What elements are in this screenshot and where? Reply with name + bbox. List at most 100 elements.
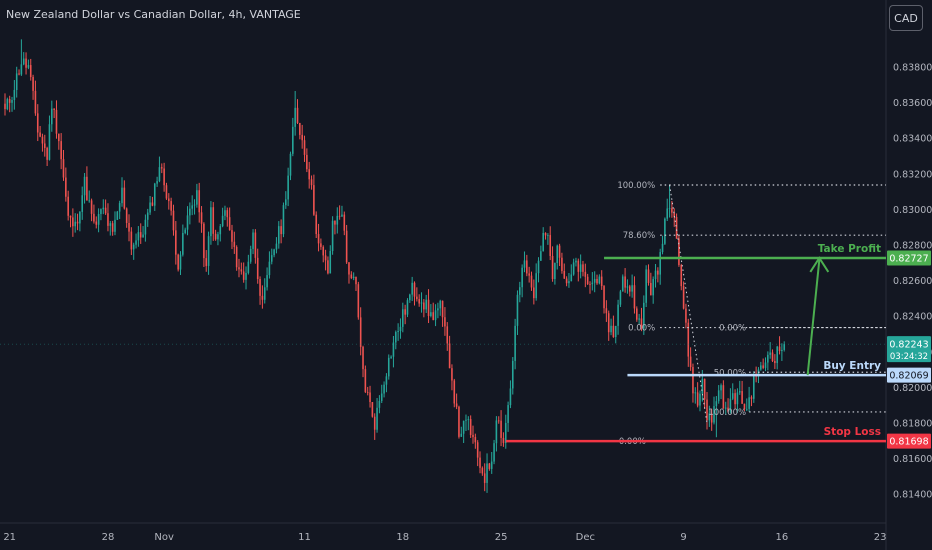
currency-button[interactable]: CAD bbox=[889, 5, 923, 31]
candle-body bbox=[177, 254, 179, 270]
candle-body bbox=[729, 398, 732, 412]
candle-body bbox=[43, 143, 46, 148]
candle-body bbox=[184, 229, 186, 233]
candle-body bbox=[413, 282, 416, 297]
stop-loss-price-value: 0.81698 bbox=[889, 437, 928, 448]
candle-body bbox=[254, 232, 257, 258]
candle-body bbox=[455, 403, 458, 407]
candle-body bbox=[767, 354, 769, 363]
take-profit-price-tag bbox=[887, 250, 931, 266]
candle-body bbox=[322, 246, 325, 256]
candle-body bbox=[720, 385, 722, 391]
candle-body bbox=[451, 368, 453, 381]
candle-body bbox=[74, 221, 76, 227]
candle-body bbox=[275, 243, 278, 250]
candle-body bbox=[280, 226, 282, 235]
candle-body bbox=[256, 257, 259, 280]
candle-body bbox=[158, 167, 161, 182]
candle-body bbox=[285, 199, 287, 206]
candle-body bbox=[523, 260, 526, 268]
candle-body bbox=[783, 344, 786, 350]
candle-body bbox=[570, 274, 573, 282]
candle-body bbox=[172, 210, 175, 231]
candle-body bbox=[364, 369, 367, 392]
candle-body bbox=[366, 391, 369, 393]
candle-body bbox=[483, 473, 486, 483]
candle-body bbox=[371, 402, 374, 417]
candle-body bbox=[53, 108, 55, 110]
x-tick-label: Nov bbox=[154, 532, 174, 543]
candle-body bbox=[125, 208, 128, 223]
candle-body bbox=[657, 270, 659, 275]
candle-body bbox=[418, 299, 420, 304]
candle-body bbox=[277, 226, 280, 244]
candle-body bbox=[137, 232, 140, 241]
candle-body bbox=[348, 262, 350, 275]
candle-body bbox=[643, 302, 645, 329]
candle-body bbox=[88, 200, 91, 202]
candle-body bbox=[320, 243, 322, 247]
candle-body bbox=[554, 263, 556, 280]
candle-body bbox=[369, 392, 371, 403]
candle-body bbox=[416, 296, 418, 300]
candle-body bbox=[460, 433, 463, 437]
candle-body bbox=[724, 407, 727, 409]
candle-body bbox=[41, 136, 44, 144]
candle-body bbox=[689, 356, 692, 368]
candle-body bbox=[338, 215, 341, 217]
candle-body bbox=[226, 210, 229, 218]
y-tick-label: 0.83200 bbox=[893, 169, 932, 180]
candle-body bbox=[139, 232, 142, 238]
candle-body bbox=[18, 73, 20, 75]
candle-body bbox=[163, 168, 165, 186]
stop-loss-label: Stop Loss bbox=[824, 426, 881, 438]
candle-body bbox=[104, 207, 107, 214]
candle-body bbox=[238, 267, 240, 270]
candle-body bbox=[146, 212, 149, 220]
candle-body bbox=[444, 317, 446, 327]
candle-body bbox=[132, 244, 135, 250]
chart-title: New Zealand Dollar vs Canadian Dollar, 4… bbox=[6, 8, 301, 21]
candle-body bbox=[650, 282, 652, 296]
candle-body bbox=[200, 212, 203, 224]
candle-body bbox=[109, 223, 112, 226]
take-profit-price-value: 0.82727 bbox=[889, 253, 928, 264]
candle-body bbox=[394, 331, 397, 343]
candle-body bbox=[528, 273, 530, 276]
candle-body bbox=[537, 260, 540, 274]
candle-body bbox=[561, 257, 563, 271]
candle-body bbox=[776, 346, 778, 364]
x-tick-label: 23 bbox=[874, 532, 887, 543]
x-tick-label: 9 bbox=[680, 532, 686, 543]
x-tick-label: 28 bbox=[102, 532, 115, 543]
y-tick-label: 0.82600 bbox=[893, 276, 932, 287]
candle-body bbox=[427, 299, 430, 316]
candle-body bbox=[462, 420, 465, 434]
candle-body bbox=[598, 276, 601, 284]
candle-body bbox=[411, 282, 413, 295]
candle-body bbox=[731, 393, 734, 399]
candle-body bbox=[51, 108, 53, 125]
candle-body bbox=[502, 437, 505, 443]
candle-body bbox=[111, 223, 114, 232]
candle-body bbox=[350, 274, 353, 279]
candle-body bbox=[179, 254, 182, 270]
candle-body bbox=[331, 220, 334, 251]
x-tick-label: 16 bbox=[776, 532, 789, 543]
candle-body bbox=[397, 331, 399, 332]
candle-body bbox=[722, 385, 725, 409]
candle-body bbox=[579, 264, 582, 272]
candle-body bbox=[610, 325, 612, 333]
candle-body bbox=[614, 325, 617, 338]
candle-body bbox=[13, 89, 16, 100]
candle-body bbox=[734, 393, 736, 405]
candle-body bbox=[645, 269, 647, 303]
y-tick-label: 0.81400 bbox=[893, 490, 932, 501]
candle-body bbox=[603, 286, 605, 309]
candle-body bbox=[404, 309, 406, 315]
candle-body bbox=[60, 141, 62, 160]
candle-body bbox=[636, 308, 638, 320]
candle-body bbox=[142, 234, 144, 238]
